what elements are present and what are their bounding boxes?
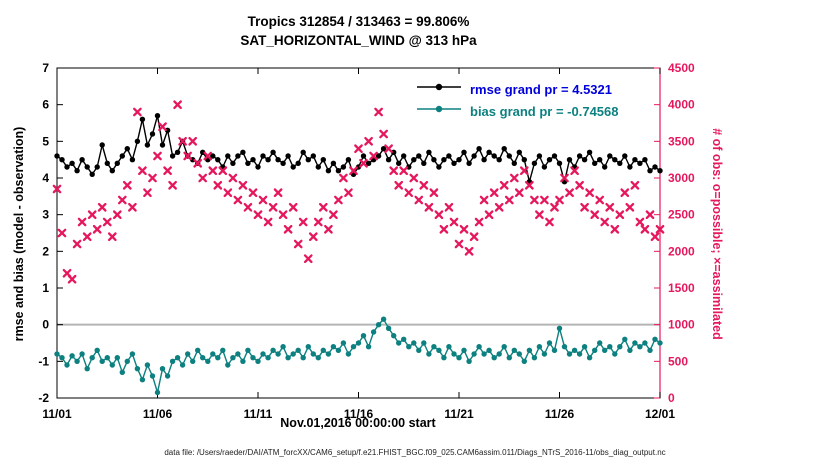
right-tick-label: 2500 <box>668 208 695 222</box>
y-axis-label-right: # of obs: o=possible; ×=assimilated <box>710 128 724 340</box>
legend-row-rmse: rmse grand pr = 4.5321 <box>416 78 618 100</box>
legend-line-bias-icon <box>416 102 462 120</box>
left-tick-label: -2 <box>38 391 49 405</box>
right-tick-label: 4500 <box>668 61 695 75</box>
x-tick-label: 11/16 <box>344 407 374 421</box>
legend-line-rmse-icon <box>416 80 462 98</box>
x-tick-label: 11/11 <box>244 407 273 421</box>
data-file-caption: data file: /Users/raeder/DAI/ATM_forcXX/… <box>164 448 666 457</box>
left-tick-label: 5 <box>42 134 49 148</box>
right-tick-label: 2000 <box>668 244 695 258</box>
right-tick-label: 1500 <box>668 281 695 295</box>
chart-title: Tropics 312854 / 313463 = 99.806% SAT_HO… <box>57 12 660 50</box>
legend-row-bias: bias grand pr = -0.74568 <box>416 100 618 122</box>
chart-title-line1: Tropics 312854 / 313463 = 99.806% <box>247 14 470 29</box>
left-tick-label: 3 <box>42 208 49 222</box>
right-tick-label: 1000 <box>668 318 695 332</box>
x-tick-label: 12/01 <box>645 407 675 421</box>
x-axis-label: Nov.01,2016 00:00:00 start <box>280 416 436 430</box>
x-tick-label: 11/26 <box>545 407 575 421</box>
legend-label-bias: bias grand pr = -0.74568 <box>470 103 619 119</box>
x-tick-label: 11/21 <box>444 407 474 421</box>
series-bias <box>54 316 663 396</box>
y-axis-label-left: rmse and bias (model - observation) <box>12 126 26 342</box>
right-tick-label: 3000 <box>668 171 695 185</box>
series-obs_assimilated <box>52 100 665 284</box>
left-tick-label: -1 <box>38 354 49 368</box>
left-tick-label: 0 <box>42 318 49 332</box>
left-tick-label: 6 <box>42 98 49 112</box>
legend: rmse grand pr = 4.5321 bias grand pr = -… <box>416 78 618 122</box>
legend-label-rmse: rmse grand pr = 4.5321 <box>470 81 612 97</box>
series-rmse <box>54 113 663 185</box>
left-tick-label: 4 <box>42 171 49 185</box>
left-tick-label: 7 <box>42 61 49 75</box>
left-tick-label: 2 <box>42 244 49 258</box>
left-tick-label: 1 <box>42 281 49 295</box>
chart-title-line2: SAT_HORIZONTAL_WIND @ 313 hPa <box>240 33 477 48</box>
x-tick-label: 11/01 <box>42 407 72 421</box>
right-tick-label: 4000 <box>668 98 695 112</box>
x-tick-label: 11/06 <box>143 407 173 421</box>
right-tick-label: 0 <box>668 391 675 405</box>
right-tick-label: 3500 <box>668 134 695 148</box>
right-tick-label: 500 <box>668 354 688 368</box>
